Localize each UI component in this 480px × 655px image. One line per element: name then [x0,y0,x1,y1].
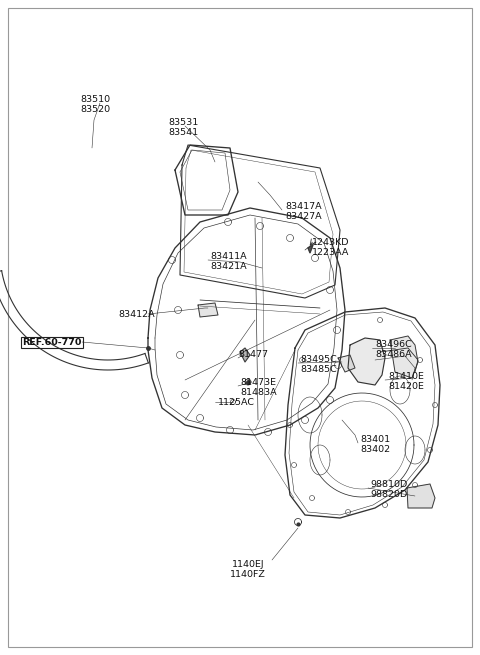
Text: 83531
83541: 83531 83541 [168,118,198,138]
Text: 83412A: 83412A [118,310,155,319]
Text: 1125AC: 1125AC [218,398,255,407]
Text: 83495C
83485C: 83495C 83485C [300,355,337,375]
Text: 83401
83402: 83401 83402 [360,435,390,455]
Polygon shape [198,303,218,317]
Text: 1140EJ
1140FZ: 1140EJ 1140FZ [230,560,266,580]
Polygon shape [308,245,313,253]
Text: 83411A
83421A: 83411A 83421A [210,252,247,271]
Text: 81477: 81477 [238,350,268,359]
Polygon shape [338,355,355,372]
Polygon shape [407,484,435,508]
Text: 98810D
98820D: 98810D 98820D [370,480,407,499]
Text: REF.60-770: REF.60-770 [22,338,82,347]
Text: 83510
83520: 83510 83520 [80,95,110,115]
Polygon shape [240,348,250,362]
Text: 83417A
83427A: 83417A 83427A [285,202,322,221]
Text: 83496C
83486A: 83496C 83486A [375,340,412,360]
Text: 1243KD
1223AA: 1243KD 1223AA [312,238,349,257]
Polygon shape [348,338,385,385]
Polygon shape [390,336,418,378]
Text: 81473E
81483A: 81473E 81483A [240,378,276,398]
Text: 81410E
81420E: 81410E 81420E [388,372,424,392]
